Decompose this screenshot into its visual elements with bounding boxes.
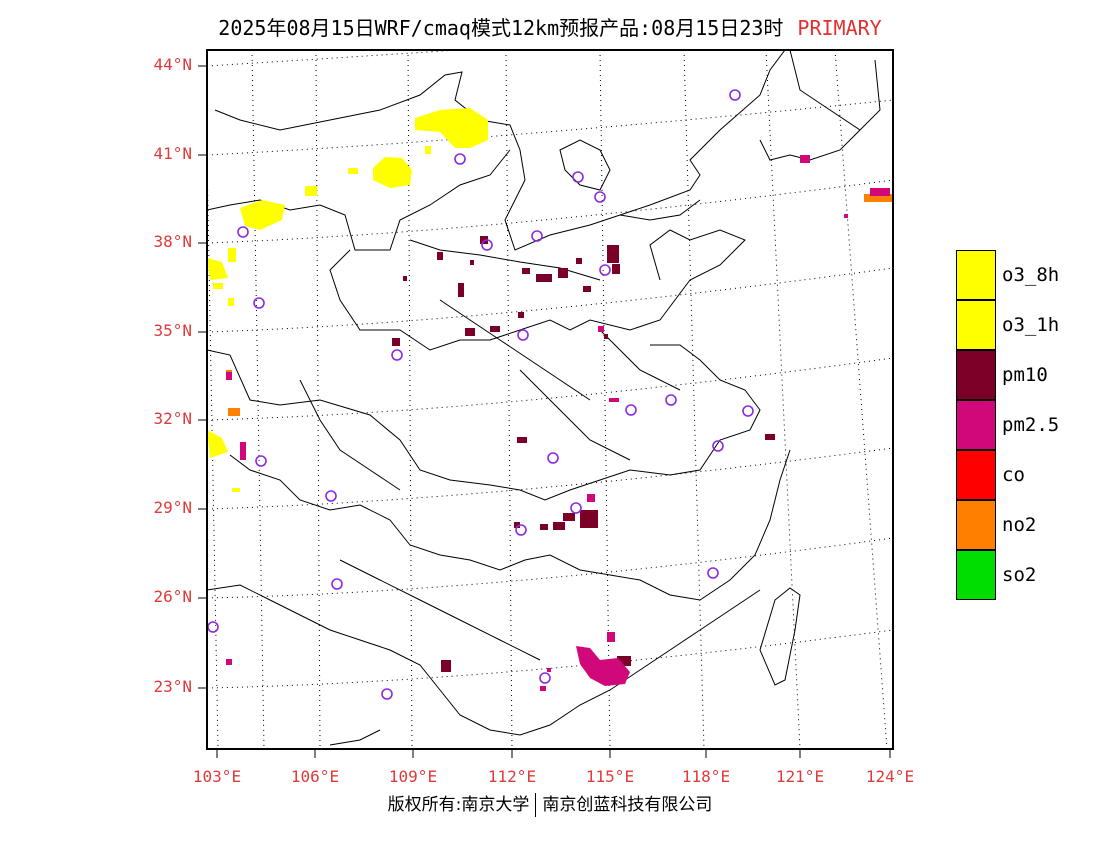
station-marker (625, 404, 637, 416)
primary-tag: PRIMARY (797, 16, 882, 40)
legend-swatch (956, 250, 996, 300)
station-marker (381, 688, 393, 700)
title-text: 2025年08月15日WRF/cmaq模式12km预报产品:08月15日23时 (218, 16, 784, 40)
station-marker (599, 264, 611, 276)
lon-label-115: 115°E (585, 767, 635, 786)
lon-label-103: 103°E (192, 767, 242, 786)
station-marker (712, 440, 724, 452)
legend-label: no2 (1002, 514, 1037, 536)
company-text: 南京创蓝科技有限公司 (542, 795, 713, 815)
legend-swatch (956, 450, 996, 500)
lon-label-112: 112°E (487, 767, 537, 786)
station-marker (255, 455, 267, 467)
map-title: 2025年08月15日WRF/cmaq模式12km预报产品:08月15日23时 P… (0, 12, 1100, 41)
legend-label: o3_8h (1002, 264, 1060, 286)
legend-swatch (956, 550, 996, 600)
lon-label-121: 121°E (775, 767, 825, 786)
station-marker (665, 394, 677, 406)
legend-label: so2 (1002, 564, 1037, 586)
lat-label-35: 35°N (153, 321, 192, 340)
boundaries (207, 50, 881, 746)
station-marker (539, 672, 551, 684)
station-marker (547, 452, 559, 464)
lon-label-124: 124°E (865, 767, 915, 786)
lat-label-38: 38°N (153, 232, 192, 251)
station-marker (454, 153, 466, 165)
lat-label-41: 41°N (153, 144, 192, 163)
lat-label-44: 44°N (153, 55, 192, 74)
legend-label: pm2.5 (1002, 414, 1060, 436)
legend-label: o3_1h (1002, 314, 1060, 336)
station-markers (207, 89, 754, 700)
lat-label-29: 29°N (153, 498, 192, 517)
legend-swatch (956, 350, 996, 400)
station-marker (570, 502, 582, 514)
footer-divider (535, 793, 537, 817)
station-marker (729, 89, 741, 101)
station-marker (572, 171, 584, 183)
station-marker (531, 230, 543, 242)
station-marker (742, 405, 754, 417)
station-marker (481, 239, 493, 251)
legend-swatch (956, 300, 996, 350)
legend-swatch (956, 500, 996, 550)
tick-marks (198, 65, 891, 758)
station-marker (325, 490, 337, 502)
station-marker (391, 349, 403, 361)
station-marker (594, 191, 606, 203)
station-marker (207, 621, 219, 633)
legend-label: pm10 (1002, 364, 1048, 386)
legend-swatch (956, 400, 996, 450)
copyright-text: 版权所有:南京大学 (387, 795, 530, 815)
station-marker (707, 567, 719, 579)
lat-label-26: 26°N (153, 587, 192, 606)
station-marker (515, 524, 527, 536)
map-frame (206, 49, 894, 750)
station-marker (253, 297, 265, 309)
station-marker (237, 226, 249, 238)
pollutant-cells (207, 108, 892, 691)
graticule (207, 50, 893, 749)
station-marker (331, 578, 343, 590)
lon-label-109: 109°E (388, 767, 438, 786)
copyright-footer: 版权所有:南京大学 南京创蓝科技有限公司 (0, 790, 1100, 817)
lat-label-32: 32°N (153, 409, 192, 428)
lon-label-106: 106°E (290, 767, 340, 786)
legend-label: co (1002, 464, 1025, 486)
lon-label-118: 118°E (681, 767, 731, 786)
lat-label-23: 23°N (153, 677, 192, 696)
station-marker (517, 329, 529, 341)
